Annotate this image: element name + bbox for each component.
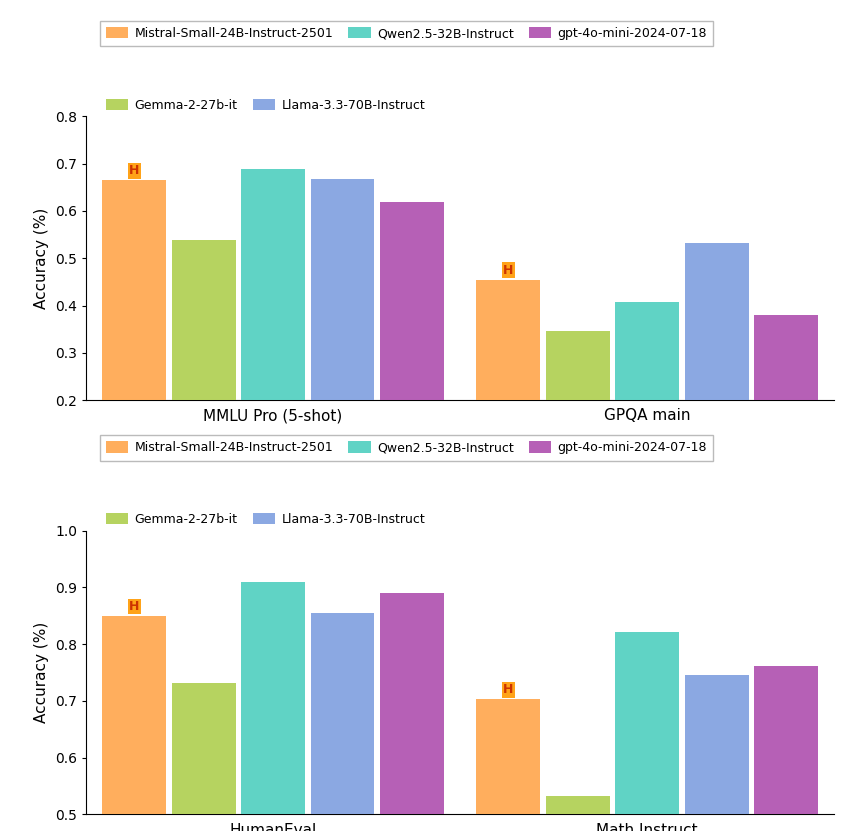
Text: H: H bbox=[129, 600, 139, 613]
Bar bbox=[546, 331, 610, 401]
Y-axis label: Accuracy (%): Accuracy (%) bbox=[34, 622, 49, 723]
Bar bbox=[102, 180, 166, 401]
Y-axis label: Accuracy (%): Accuracy (%) bbox=[34, 208, 49, 309]
Bar bbox=[615, 632, 679, 814]
Bar bbox=[310, 179, 374, 401]
Bar bbox=[546, 796, 610, 814]
Text: H: H bbox=[129, 165, 139, 177]
Bar bbox=[754, 315, 818, 401]
Bar bbox=[476, 279, 540, 401]
Bar bbox=[380, 593, 444, 814]
Legend: Gemma-2-27b-it, Llama-3.3-70B-Instruct: Gemma-2-27b-it, Llama-3.3-70B-Instruct bbox=[100, 92, 432, 118]
Legend: Gemma-2-27b-it, Llama-3.3-70B-Instruct: Gemma-2-27b-it, Llama-3.3-70B-Instruct bbox=[100, 507, 432, 533]
Bar bbox=[172, 240, 236, 401]
Bar bbox=[310, 613, 374, 814]
Bar bbox=[102, 616, 166, 814]
Bar bbox=[380, 203, 444, 401]
Bar bbox=[685, 676, 748, 814]
Bar bbox=[685, 243, 748, 401]
Bar bbox=[615, 302, 679, 401]
Bar bbox=[241, 170, 305, 401]
Bar bbox=[172, 683, 236, 814]
Text: H: H bbox=[503, 683, 513, 696]
Bar bbox=[476, 699, 540, 814]
Bar bbox=[241, 583, 305, 814]
Text: H: H bbox=[503, 263, 513, 277]
Bar bbox=[754, 666, 818, 814]
